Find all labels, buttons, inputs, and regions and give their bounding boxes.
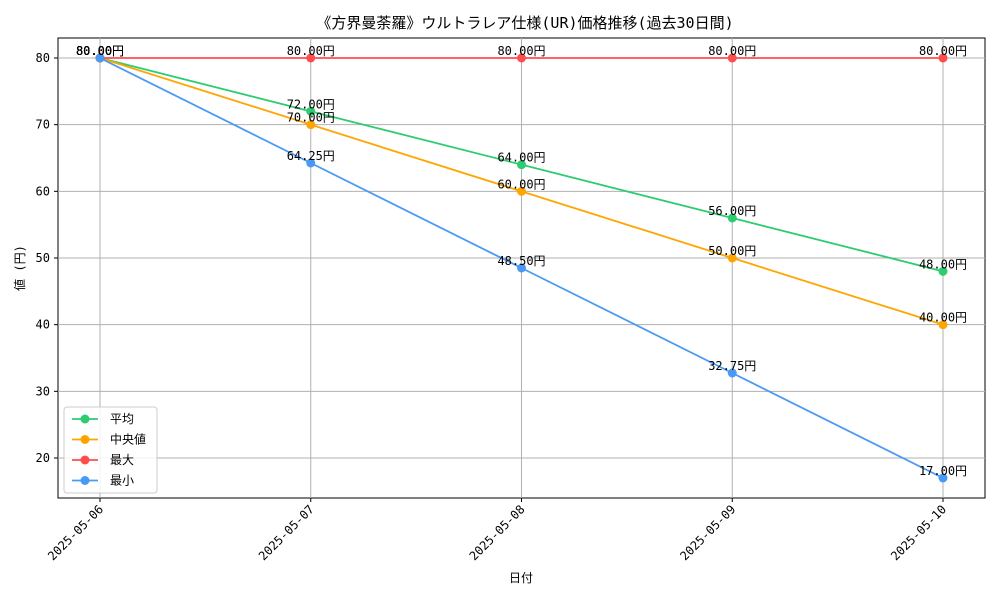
data-point	[938, 320, 948, 330]
data-label: 80.00円	[919, 44, 967, 58]
y-tick-label: 80	[36, 51, 50, 65]
data-point	[727, 253, 737, 263]
data-label: 80.00円	[287, 44, 335, 58]
data-point	[727, 53, 737, 63]
data-point	[306, 158, 316, 168]
data-label-layer: 80.00円 72.00円 64.00円 56.00円 48.00円 80.00円 70.0…	[76, 44, 967, 478]
data-label: 72.00円	[287, 97, 335, 111]
data-point	[517, 186, 526, 196]
y-tick-label: 60	[36, 184, 50, 198]
data-point	[306, 106, 316, 116]
x-tick-label: 2025-05-06	[45, 502, 106, 563]
x-tick-label: 2025-05-08	[467, 502, 528, 563]
data-label: 80.00円	[497, 44, 545, 58]
data-label: 60.00円	[497, 177, 545, 191]
legend-swatch-marker	[80, 476, 90, 485]
series-layer	[95, 53, 948, 483]
y-axis-label: 値 (円)	[12, 245, 27, 291]
data-label: 64.25円	[287, 149, 335, 163]
y-tick-label: 20	[36, 451, 50, 465]
x-axis-label: 日付	[509, 571, 533, 585]
data-point	[306, 53, 316, 63]
y-tick-label: 40	[36, 318, 50, 332]
data-point	[938, 266, 948, 276]
data-point	[938, 473, 948, 483]
data-label: 56.00円	[708, 204, 756, 218]
data-label: 48.50円	[497, 254, 545, 268]
legend-swatch-marker	[80, 455, 90, 465]
data-label: 17.00円	[919, 464, 967, 478]
data-label: 80.00円	[76, 44, 124, 58]
data-point	[95, 53, 105, 63]
legend-box	[63, 406, 158, 494]
data-point	[306, 120, 316, 130]
legend-swatch-marker	[80, 414, 90, 424]
data-label: 80.00円	[76, 44, 124, 58]
data-label: 40.00円	[919, 311, 967, 325]
legend-swatch-marker	[80, 435, 90, 444]
data-label: 32.75円	[708, 359, 756, 373]
data-label: 70.00円	[287, 111, 335, 125]
data-point	[517, 160, 526, 170]
data-point	[517, 263, 526, 273]
legend-entry-label: 最大	[110, 453, 134, 467]
legend-entry-label: 平均	[110, 412, 134, 426]
y-tick-label: 30	[36, 384, 50, 398]
data-label: 50.00円	[708, 244, 756, 258]
data-label: 48.00円	[919, 257, 967, 271]
data-point	[727, 368, 737, 378]
data-label: 80.00円	[76, 44, 124, 58]
data-point	[938, 53, 948, 63]
data-label: 80.00円	[76, 44, 124, 58]
data-point	[727, 213, 737, 223]
y-tick-label: 70	[36, 118, 50, 132]
data-point	[517, 53, 526, 63]
legend-entry-label: 最小	[110, 474, 134, 488]
legend-entry-label: 中央値	[110, 432, 146, 447]
axis-layer: 20 30 40 50 60 70 80 2025-05-06 2025-05-07 2025-0…	[36, 51, 950, 563]
x-tick-label: 2025-05-09	[677, 502, 738, 563]
x-tick-label: 2025-05-07	[256, 502, 317, 563]
data-label: 64.00円	[497, 151, 545, 165]
chart-title: 《方界曼荼羅》ウルトラレア仕様(UR)価格推移(過去30日間)	[316, 14, 733, 32]
y-tick-label: 50	[36, 251, 50, 265]
x-tick-label: 2025-05-10	[888, 502, 949, 563]
data-label: 80.00円	[708, 44, 756, 58]
